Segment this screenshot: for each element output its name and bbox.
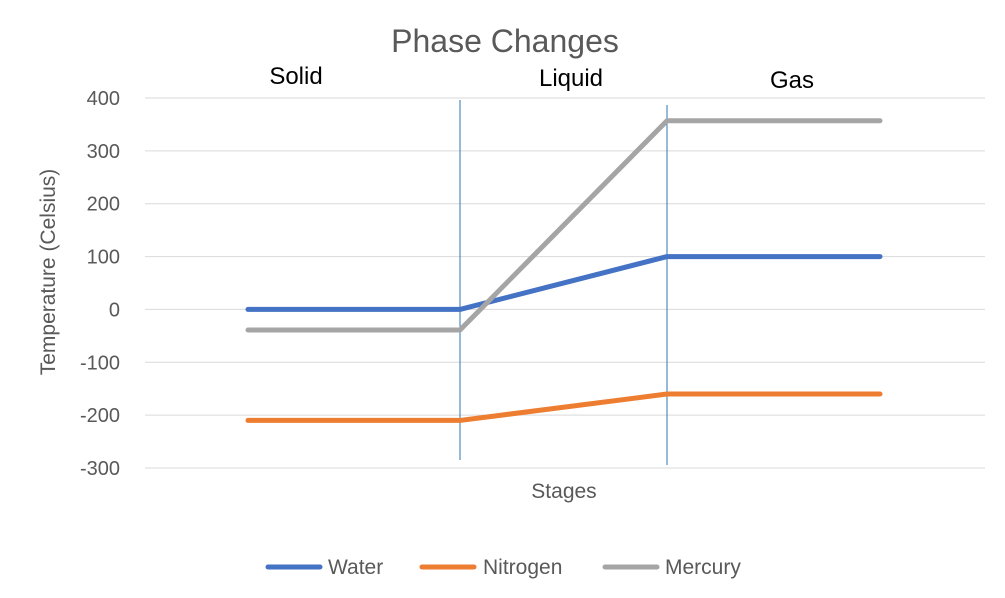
phase-label-gas: Gas [770, 67, 814, 94]
y-axis-ticks: 400 300 200 100 0 -100 -200 -300 [80, 88, 120, 480]
legend-label: Mercury [665, 556, 741, 579]
legend-label: Water [328, 556, 383, 579]
y-tick-label: 0 [109, 299, 120, 321]
y-tick-label: 300 [87, 141, 120, 163]
y-tick-label: 200 [87, 194, 120, 216]
y-tick-label: 400 [87, 88, 120, 110]
y-tick-label: 100 [87, 247, 120, 269]
chart-title: Phase Changes [391, 23, 619, 59]
legend-label: Nitrogen [483, 556, 562, 579]
legend-item-water: Water [265, 556, 383, 579]
y-axis-label: Temperature (Celsius) [37, 169, 60, 376]
phase-label-solid: Solid [269, 63, 322, 90]
series-line-mercury [245, 118, 883, 333]
series-line-water [245, 254, 883, 312]
legend: Water Nitrogen Mercury [265, 556, 741, 579]
phase-label-liquid: Liquid [539, 65, 603, 92]
series-lines [245, 118, 883, 423]
x-axis-label: Stages [531, 480, 596, 503]
y-tick-label: -300 [80, 458, 120, 480]
legend-item-mercury: Mercury [602, 556, 741, 579]
series-line-nitrogen [245, 391, 883, 423]
y-tick-label: -200 [80, 405, 120, 427]
y-tick-label: -100 [80, 352, 120, 374]
legend-item-nitrogen: Nitrogen [419, 556, 562, 579]
